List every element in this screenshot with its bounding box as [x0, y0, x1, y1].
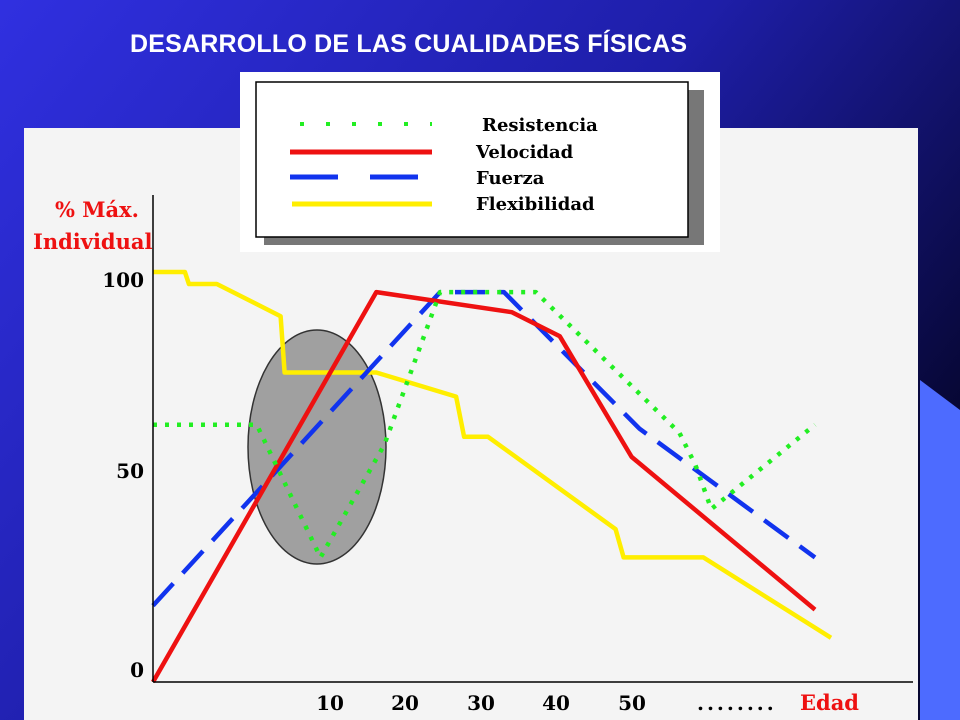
- series-line-resistencia: [153, 289, 817, 560]
- y-axis-label-line2: Individual: [33, 229, 152, 254]
- y-tick-label: 50: [116, 459, 144, 483]
- series-line-flexibilidad: [153, 269, 833, 640]
- legend: Resistencia Velocidad Fuerza Flexibilida…: [255, 81, 704, 245]
- legend-box: [255, 81, 689, 238]
- y-axis-label-line1: % Máx.: [55, 197, 139, 222]
- accent-shape: [920, 380, 960, 720]
- legend-label-resistencia: Resistencia: [482, 115, 598, 136]
- legend-label-flexibilidad: Flexibilidad: [476, 194, 595, 215]
- legend-label-fuerza: Fuerza: [476, 168, 545, 189]
- x-tick-label: 40: [542, 691, 570, 715]
- y-tick-label: 0: [130, 658, 144, 682]
- x-tick-label: 30: [467, 691, 495, 715]
- x-tick-label: 20: [391, 691, 419, 715]
- highlight-ellipse: [247, 329, 387, 565]
- x-axis-label: Edad: [800, 690, 859, 715]
- series-line-velocidad: [151, 289, 817, 684]
- x-axis-dots: ........: [697, 691, 777, 715]
- series-line-fuerza: [151, 289, 817, 608]
- x-tick-label: 50: [618, 691, 646, 715]
- series-layer: [151, 269, 833, 684]
- slide-title: DESARROLLO DE LAS CUALIDADES FÍSICAS: [130, 30, 688, 58]
- legend-label-velocidad: Velocidad: [475, 142, 574, 163]
- y-tick-label: 100: [102, 268, 144, 292]
- x-tick-label: 10: [316, 691, 344, 715]
